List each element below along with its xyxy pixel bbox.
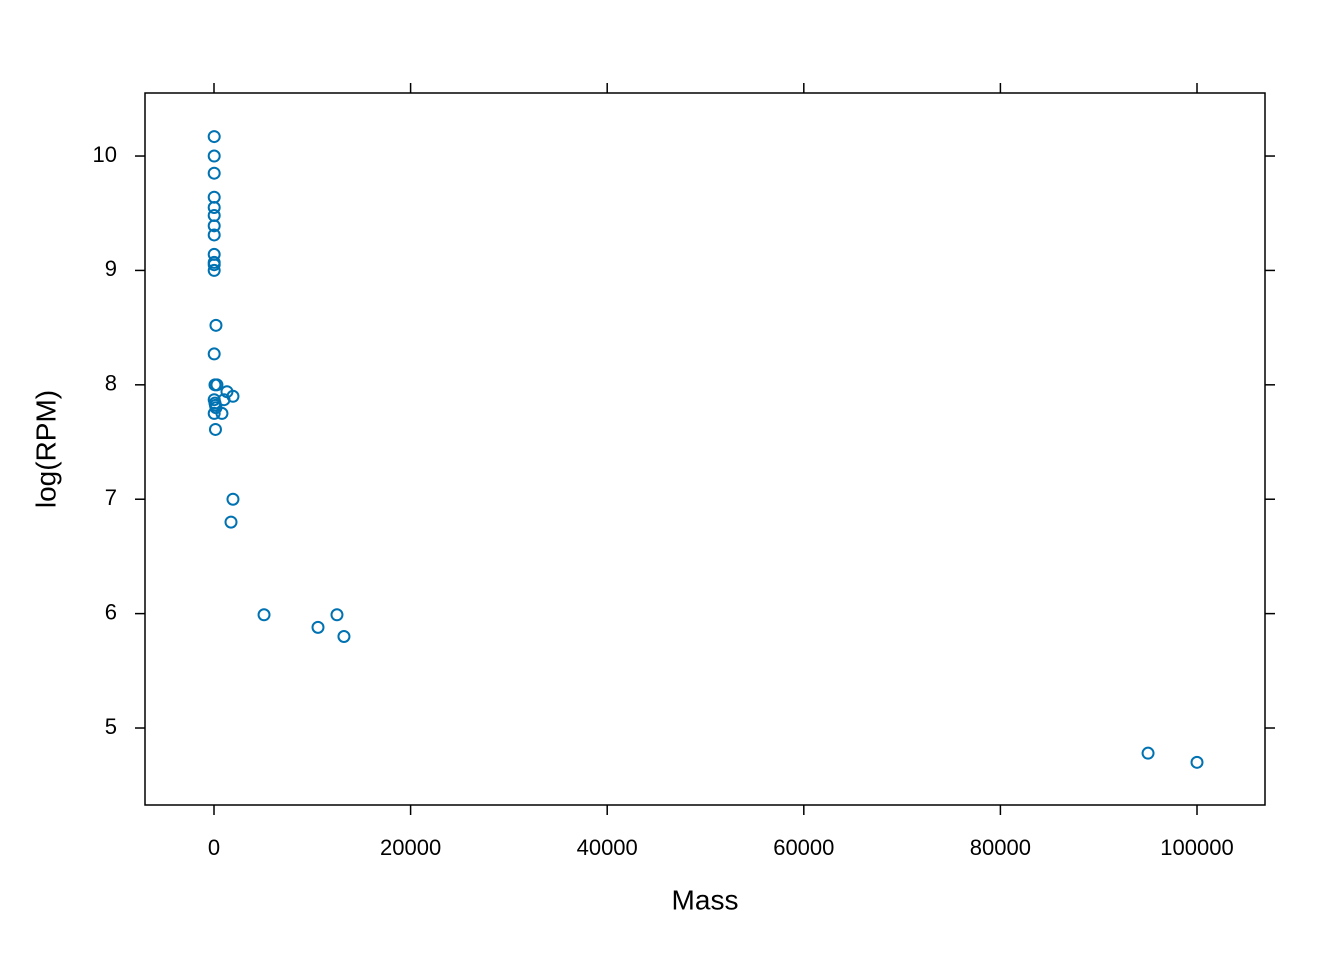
x-tick-label: 100000 <box>1160 835 1233 860</box>
point <box>207 201 221 215</box>
point <box>1141 746 1155 760</box>
x-tick-label: 0 <box>208 835 220 860</box>
point <box>330 608 344 622</box>
y-axis-label: log(RPM) <box>30 390 61 508</box>
x-tick-label: 20000 <box>380 835 441 860</box>
point <box>207 347 221 361</box>
y-tick-label: 5 <box>105 714 117 739</box>
y-tick-label: 6 <box>105 599 117 624</box>
x-tick-label: 60000 <box>773 835 834 860</box>
point <box>215 406 229 420</box>
point <box>207 219 221 233</box>
point <box>207 228 221 242</box>
point <box>207 166 221 180</box>
y-tick-label: 9 <box>105 256 117 281</box>
point <box>311 620 325 634</box>
y-tick-label: 10 <box>93 142 117 167</box>
point <box>1190 755 1204 769</box>
x-axis-label: Mass <box>672 884 739 915</box>
x-tick-label: 40000 <box>577 835 638 860</box>
y-tick-label: 7 <box>105 485 117 510</box>
point <box>257 608 271 622</box>
y-tick-label: 8 <box>105 371 117 396</box>
point <box>207 263 221 277</box>
point <box>209 318 223 332</box>
point <box>210 378 224 392</box>
point <box>226 492 240 506</box>
point <box>207 258 221 272</box>
point <box>207 149 221 163</box>
x-tick-label: 80000 <box>970 835 1031 860</box>
point <box>207 406 221 420</box>
plot-frame <box>144 92 1266 806</box>
point <box>224 515 238 529</box>
point <box>208 422 222 436</box>
point <box>207 130 221 144</box>
point <box>337 629 351 643</box>
